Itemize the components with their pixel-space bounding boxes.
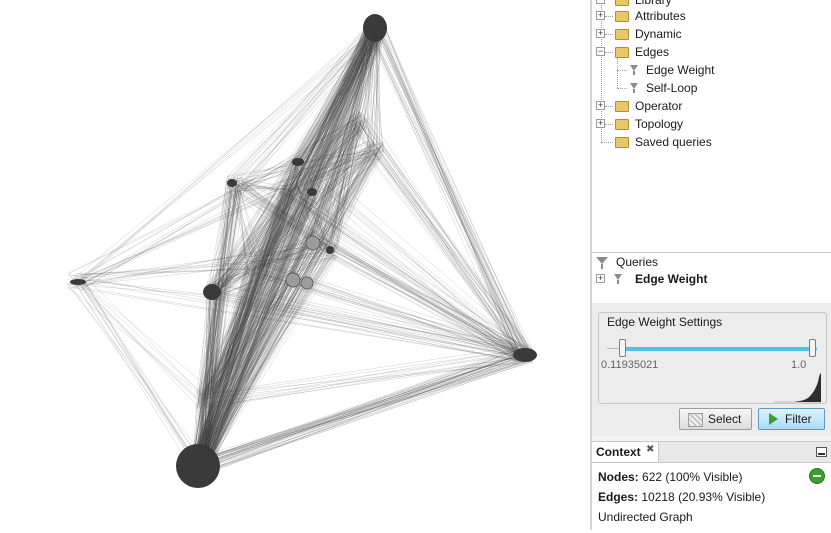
filter-button[interactable]: Filter xyxy=(758,408,825,430)
graph-canvas[interactable] xyxy=(0,0,590,530)
filter-button-label: Filter xyxy=(785,412,812,426)
refresh-icon[interactable] xyxy=(809,468,825,484)
tree-connector xyxy=(605,106,613,107)
tree-item-label: Operator xyxy=(635,99,683,113)
tree-item-label: Edge Weight xyxy=(646,63,715,77)
tree-item-label: Attributes xyxy=(635,9,686,23)
settings-group: Edge Weight Settings 0.11935021 1.0 xyxy=(598,312,827,404)
select-button-label: Select xyxy=(708,412,742,426)
graph-node[interactable] xyxy=(300,276,314,290)
edges-label: Edges: xyxy=(598,490,639,504)
settings-title: Edge Weight Settings xyxy=(605,315,725,329)
graph-node[interactable] xyxy=(305,235,321,251)
tree-connector xyxy=(605,34,613,35)
tree-guide-line xyxy=(617,58,618,88)
node-cluster[interactable] xyxy=(203,284,221,300)
expand-icon[interactable]: + xyxy=(596,10,605,20)
nodes-label: Nodes: xyxy=(598,470,639,484)
tree-item-label: Edges xyxy=(635,45,670,59)
slider-min-handle[interactable] xyxy=(619,339,626,357)
tab-context[interactable]: Context ✖ xyxy=(592,442,659,462)
edges-stat: Edges: 10218 (20.93% Visible) xyxy=(598,490,765,504)
close-icon[interactable]: ✖ xyxy=(646,444,655,455)
graph-visualization[interactable] xyxy=(0,0,590,530)
expand-icon[interactable]: + xyxy=(596,273,605,283)
tree-connector xyxy=(605,124,613,125)
node-cluster[interactable] xyxy=(227,179,237,187)
expand-icon[interactable]: + xyxy=(596,118,605,128)
tree-item-label: Dynamic xyxy=(635,27,682,41)
slider-max-handle[interactable] xyxy=(809,339,816,357)
folder-icon xyxy=(615,11,629,22)
folder-icon xyxy=(615,47,629,58)
folder-icon xyxy=(615,137,629,148)
collapse-icon[interactable]: − xyxy=(596,0,605,4)
query-item-label: Edge Weight xyxy=(635,272,708,286)
folder-icon xyxy=(615,0,629,6)
queries-panel: Queries + Edge Weight xyxy=(592,253,831,303)
graph-type: Undirected Graph xyxy=(598,510,693,524)
context-panel: Context ✖ Nodes: 622 (100% Visible) Edge… xyxy=(592,441,831,531)
node-cluster[interactable] xyxy=(513,348,537,362)
tab-context-label: Context xyxy=(596,445,641,459)
nodes-value: 622 (100% Visible) xyxy=(642,470,743,484)
tree-connector xyxy=(605,52,613,53)
slider-max-value: 1.0 xyxy=(791,359,807,371)
graph-node-clusters xyxy=(70,14,537,488)
panel-divider[interactable] xyxy=(590,0,592,530)
play-icon xyxy=(769,413,778,425)
edge-weight-settings-panel: Edge Weight Settings 0.11935021 1.0 Sele… xyxy=(592,303,831,436)
select-button[interactable]: Select xyxy=(679,408,752,430)
node-cluster[interactable] xyxy=(292,158,304,166)
folder-icon xyxy=(615,29,629,40)
select-icon xyxy=(688,413,703,427)
graph-edges xyxy=(66,20,534,474)
tree-guide-line xyxy=(601,0,602,142)
expand-icon[interactable]: + xyxy=(596,28,605,38)
tree-connector xyxy=(605,16,613,17)
tree-item-label: Topology xyxy=(635,117,684,131)
right-panel: − Library + Attributes + Dynamic − Edges xyxy=(592,0,831,531)
edges-value: 10218 (20.93% Visible) xyxy=(641,490,766,504)
tree-connector xyxy=(617,88,627,89)
collapse-icon[interactable]: − xyxy=(596,46,605,56)
expand-icon[interactable]: + xyxy=(596,100,605,110)
minimize-icon[interactable] xyxy=(816,447,827,457)
node-cluster[interactable] xyxy=(176,444,220,488)
slider-min-value: 0.11935021 xyxy=(601,359,659,371)
node-cluster[interactable] xyxy=(326,246,334,254)
queries-title: Queries xyxy=(616,255,659,269)
tree-item-label: Saved queries xyxy=(635,135,712,149)
graph-node[interactable] xyxy=(285,272,301,288)
tree-item-label: Self-Loop xyxy=(646,81,698,95)
tree-item-label: Library xyxy=(635,0,672,7)
node-cluster[interactable] xyxy=(307,188,317,196)
range-slider-track[interactable] xyxy=(625,347,817,351)
node-cluster[interactable] xyxy=(363,14,387,42)
tree-connector xyxy=(601,142,613,143)
distribution-histogram xyxy=(774,373,821,403)
node-cluster[interactable] xyxy=(70,279,86,285)
filter-library-tree: − Library + Attributes + Dynamic − Edges xyxy=(592,0,831,253)
context-tab-bar: Context ✖ xyxy=(592,442,831,463)
folder-icon xyxy=(615,101,629,112)
nodes-stat: Nodes: 622 (100% Visible) xyxy=(598,470,743,484)
tree-connector xyxy=(617,70,627,71)
folder-icon xyxy=(615,119,629,130)
